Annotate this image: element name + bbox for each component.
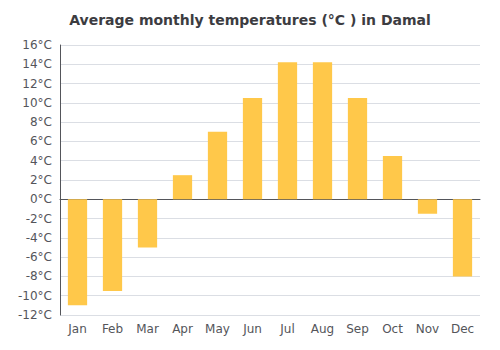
svg-text:Average monthly temperatures (: Average monthly temperatures (°C ) in Da… [69, 12, 431, 28]
svg-text:Jan: Jan [67, 322, 87, 336]
svg-text:Nov: Nov [416, 322, 439, 336]
svg-text:Oct: Oct [382, 322, 403, 336]
svg-text:14°C: 14°C [22, 57, 52, 71]
svg-text:10°C: 10°C [22, 96, 52, 110]
svg-text:-8°C: -8°C [26, 269, 52, 283]
svg-text:Sep: Sep [346, 322, 369, 336]
svg-text:12°C: 12°C [22, 77, 52, 91]
svg-text:2°C: 2°C [30, 173, 52, 187]
svg-text:-2°C: -2°C [26, 212, 52, 226]
svg-text:8°C: 8°C [30, 115, 52, 129]
svg-text:-4°C: -4°C [26, 231, 52, 245]
svg-text:Mar: Mar [136, 322, 159, 336]
svg-text:Jun: Jun [242, 322, 262, 336]
svg-text:May: May [205, 322, 230, 336]
svg-text:-6°C: -6°C [26, 250, 52, 264]
svg-text:0°C: 0°C [30, 192, 52, 206]
svg-text:4°C: 4°C [30, 154, 52, 168]
svg-text:Apr: Apr [172, 322, 193, 336]
svg-text:-10°C: -10°C [18, 289, 52, 303]
svg-text:16°C: 16°C [22, 38, 52, 52]
svg-text:Feb: Feb [102, 322, 123, 336]
svg-text:Dec: Dec [451, 322, 474, 336]
svg-text:Aug: Aug [311, 322, 334, 336]
svg-text:-12°C: -12°C [18, 308, 52, 322]
svg-text:6°C: 6°C [30, 134, 52, 148]
svg-text:Jul: Jul [279, 322, 294, 336]
